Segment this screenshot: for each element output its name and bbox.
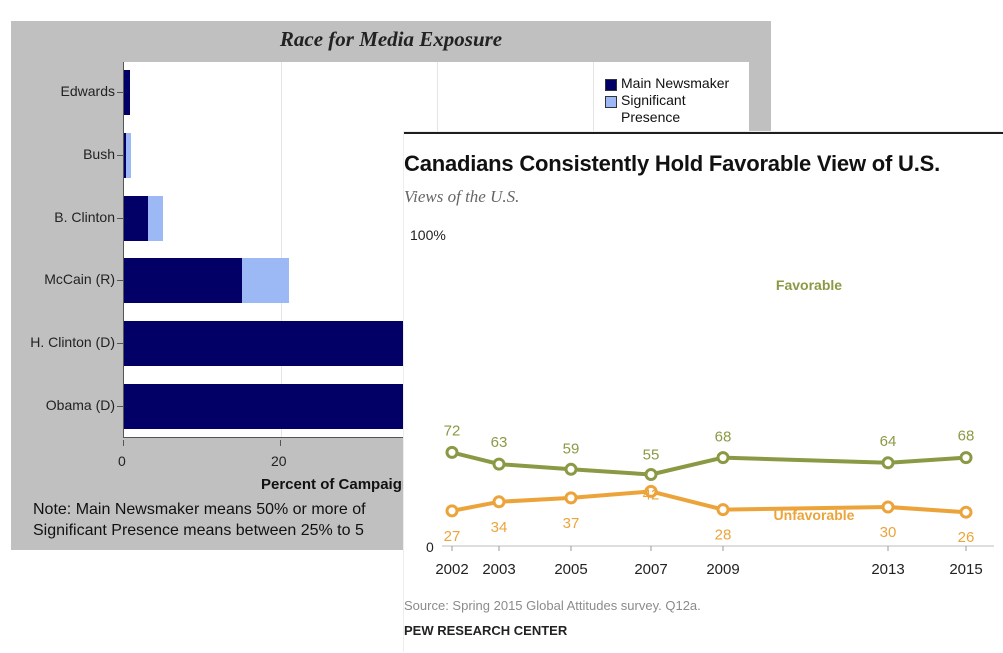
- bg-xtick-mark-20: [280, 440, 281, 446]
- point-favorable-2013: [881, 456, 895, 470]
- bar-main-newsmaker-edwards: [124, 70, 131, 115]
- data-label-favorable-2005: 59: [563, 440, 580, 457]
- point-favorable-2015: [959, 451, 973, 465]
- canada-views-chart: Canadians Consistently Hold Favorable Vi…: [404, 132, 1003, 653]
- category-label: H. Clinton (D): [30, 334, 115, 351]
- media-exposure-note-line-1: Note: Main Newsmaker means 50% or more o…: [33, 501, 366, 518]
- data-label-unfavorable-2002: 27: [444, 528, 461, 545]
- point-unfavorable-2013: [881, 500, 895, 514]
- data-label-favorable-2003: 63: [491, 434, 508, 451]
- bar-main-newsmaker-mccain-r: [124, 258, 242, 304]
- data-label-unfavorable-2013: 30: [880, 524, 897, 541]
- media-exposure-x-axis-label: Percent of Campaign: [261, 476, 412, 493]
- data-label-favorable-2002: 72: [444, 422, 461, 439]
- canada-chart-subtitle: Views of the U.S.: [404, 187, 520, 206]
- point-favorable-2007: [644, 468, 658, 481]
- category-tick: [117, 343, 123, 345]
- bg-gridline-20: [281, 62, 282, 437]
- x-tick-label-2003: 2003: [482, 561, 515, 578]
- bg-xtick-mark-0: [123, 440, 124, 446]
- data-label-favorable-2013: 64: [880, 433, 897, 450]
- bg-xtick-label-0: 0: [118, 453, 126, 469]
- point-favorable-2003: [492, 457, 506, 471]
- data-label-unfavorable-2007: 42: [643, 486, 660, 503]
- media-exposure-legend: Main Newsmaker Significant Presence: [605, 75, 751, 126]
- legend-item-main-newsmaker: Main Newsmaker: [605, 75, 751, 92]
- category-tick: [117, 406, 123, 407]
- series-label-unfavorable: Unfavorable: [774, 507, 855, 523]
- media-exposure-note: Note: Main Newsmaker means 50% or more o…: [33, 499, 366, 541]
- canada-chart-source: Source: Spring 2015 Global Attitudes sur…: [404, 598, 701, 613]
- media-exposure-title: Race for Media Exposure: [279, 27, 503, 51]
- point-favorable-2002: [445, 445, 459, 459]
- point-unfavorable-2007: [644, 484, 658, 498]
- canada-series-points: [445, 445, 973, 519]
- point-unfavorable-2015: [959, 505, 973, 519]
- category-tick: [117, 154, 123, 156]
- data-label-unfavorable-2003: 34: [491, 519, 508, 536]
- point-unfavorable-2002: [445, 504, 459, 518]
- category-label: Bush: [83, 145, 115, 162]
- canada-chart-organization: PEW RESEARCH CENTER: [404, 623, 568, 638]
- media-exposure-note-line-2: Significant Presence means between 25% t…: [33, 522, 364, 539]
- legend-label-significant-presence: Significant Presence: [621, 92, 686, 125]
- series-label-favorable: Favorable: [776, 277, 842, 293]
- legend-swatch-significant-presence: [605, 96, 617, 108]
- category-label: B. Clinton: [54, 208, 115, 225]
- category-tick: [117, 217, 123, 219]
- bar-significant-presence-bush: [126, 132, 132, 178]
- data-label-unfavorable-2005: 37: [563, 515, 580, 532]
- legend-item-significant-presence: Significant Presence: [605, 92, 711, 126]
- canada-chart-title: Canadians Consistently Hold Favorable Vi…: [404, 151, 941, 176]
- data-label-favorable-2009: 68: [715, 429, 732, 446]
- chart-top-rule: [404, 132, 1003, 134]
- bar-significant-presence-mccain-r: [241, 258, 289, 304]
- x-tick-label-2015: 2015: [949, 561, 982, 578]
- x-tick-label-2002: 2002: [435, 561, 468, 578]
- x-tick-label-2005: 2005: [554, 561, 587, 578]
- bar-main-newsmaker-b-clinton: [124, 195, 148, 241]
- point-favorable-2009: [716, 451, 730, 465]
- data-label-favorable-2007: 55: [643, 447, 660, 464]
- data-label-unfavorable-2015: 26: [958, 529, 975, 546]
- category-tick: [117, 92, 123, 93]
- point-favorable-2005: [564, 462, 578, 476]
- point-unfavorable-2003: [492, 495, 506, 509]
- y-tick-label-100: 100%: [410, 227, 446, 243]
- bar-significant-presence-b-clinton: [147, 195, 164, 241]
- legend-swatch-main-newsmaker: [605, 79, 617, 91]
- legend-label-main-newsmaker: Main Newsmaker: [621, 75, 730, 91]
- x-tick-label-2013: 2013: [871, 561, 904, 578]
- x-tick-label-2009: 2009: [706, 561, 739, 578]
- canada-data-labels: 72 63 59 55 68 64 68 27 34 37 42 28 30 26: [444, 422, 975, 546]
- category-tick: [117, 280, 123, 282]
- data-label-unfavorable-2009: 28: [715, 527, 732, 544]
- category-label: Obama (D): [45, 397, 115, 413]
- point-unfavorable-2009: [716, 503, 730, 517]
- x-tick-label-2007: 2007: [634, 561, 667, 578]
- data-label-favorable-2015: 68: [958, 428, 975, 445]
- bg-xtick-label-20: 20: [271, 453, 287, 469]
- category-label: McCain (R): [44, 271, 115, 288]
- category-label: Edwards: [60, 83, 115, 99]
- bar-main-newsmaker-bush: [124, 132, 127, 178]
- point-unfavorable-2005: [564, 491, 578, 505]
- y-tick-label-0: 0: [426, 539, 434, 555]
